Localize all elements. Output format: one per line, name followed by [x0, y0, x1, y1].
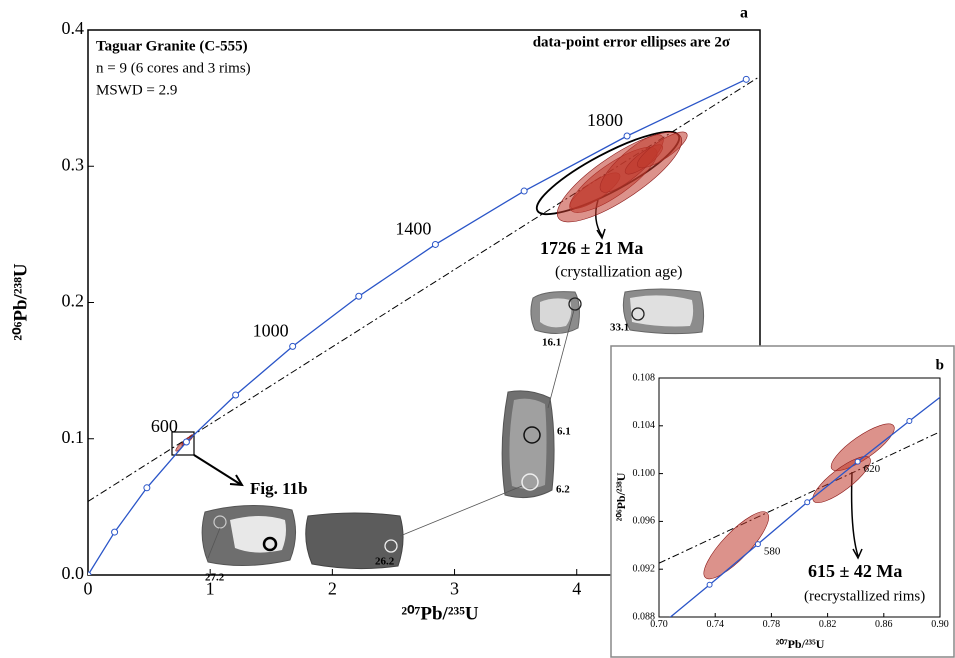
- x-tick-label: 0.74: [706, 619, 724, 630]
- panel-label: b: [936, 357, 944, 373]
- y-tick-label: 0.0: [62, 563, 85, 583]
- age-marker: [233, 392, 239, 398]
- age-marker: [144, 485, 150, 491]
- age-marker: [183, 439, 189, 445]
- grain-core: [540, 298, 571, 327]
- x-axis-label: ²⁰⁷Pb/²³⁵U: [776, 637, 825, 651]
- age-label: 1000: [253, 320, 289, 340]
- age-marker: [805, 500, 810, 505]
- figure-reference: Fig. 11b: [250, 479, 308, 498]
- y-tick-label: 0.1: [62, 427, 85, 447]
- sample-name: Taguar Granite (C-555): [96, 38, 248, 54]
- age-marker: [624, 133, 630, 139]
- y-tick-label: 0.100: [633, 468, 656, 479]
- panel-label: a: [740, 5, 748, 22]
- age-marker: [356, 293, 362, 299]
- error-ellipse: [546, 118, 693, 236]
- y-tick-label: 0.096: [633, 516, 656, 527]
- grain-label: 16.1: [542, 337, 561, 349]
- age-marker: [290, 343, 296, 349]
- grain-core: [509, 399, 546, 489]
- x-tick-label: 2: [328, 579, 337, 599]
- age-label: 580: [764, 546, 781, 558]
- grain-label: 6.2: [556, 484, 570, 496]
- grain-label: 26.2: [375, 556, 395, 568]
- x-tick-label: 0.82: [819, 619, 837, 630]
- grain-label: 33.1: [610, 322, 629, 334]
- x-tick-label: 1: [206, 579, 215, 599]
- x-tick-label: 0.90: [931, 619, 949, 630]
- x-axis-label: ²⁰⁷Pb/²³⁵U: [401, 603, 479, 624]
- age-marker: [707, 582, 712, 587]
- age-marker: [855, 459, 860, 464]
- n-note: n = 9 (6 cores and 3 rims): [96, 60, 251, 76]
- x-tick-label: 4: [572, 579, 581, 599]
- age-note: (recrystallized rims): [804, 588, 925, 604]
- y-tick-label: 0.2: [62, 291, 85, 311]
- x-tick-label: 0.86: [875, 619, 893, 630]
- age-marker: [907, 419, 912, 424]
- age-label: 1400: [395, 219, 431, 239]
- y-tick-label: 0.092: [633, 563, 656, 574]
- panel-b: b 615 ± 42 Ma (recrystallized rims) ²⁰⁷P…: [611, 346, 955, 657]
- mswd: MSWD = 2.9: [96, 82, 177, 98]
- age-marker: [743, 76, 749, 82]
- y-tick-label: 0.104: [633, 420, 656, 431]
- age-marker: [521, 188, 527, 194]
- inset-frame: [611, 346, 954, 657]
- connector: [400, 486, 522, 536]
- y-tick-label: 0.108: [633, 372, 656, 383]
- y-tick-label: 0.3: [62, 154, 85, 174]
- y-tick-label: 0.4: [62, 18, 85, 38]
- x-tick-label: 0: [84, 579, 93, 599]
- x-tick-label: 3: [450, 579, 459, 599]
- age-note: (crystallization age): [555, 264, 683, 281]
- age-label: 620: [864, 463, 881, 475]
- grain-core: [230, 516, 286, 553]
- age-marker: [85, 572, 91, 578]
- age-result: 615 ± 42 Ma: [808, 561, 902, 581]
- y-axis-label: ²⁰⁶Pb/²³⁸U: [614, 472, 628, 521]
- age-label: 1800: [587, 110, 623, 130]
- y-tick-label: 0.088: [633, 611, 656, 622]
- ellipse-note: data-point error ellipses are 2σ: [533, 34, 731, 50]
- age-marker: [432, 241, 438, 247]
- age-marker: [112, 529, 118, 535]
- x-tick-label: 0.78: [763, 619, 781, 630]
- age-marker: [755, 542, 760, 547]
- age-result: 1726 ± 21 Ma: [540, 238, 643, 258]
- arrow: [194, 455, 240, 484]
- y-axis-label: ²⁰⁶Pb/²³⁸U: [10, 263, 31, 341]
- grain-core: [630, 295, 693, 326]
- figure: Taguar Granite (C-555) n = 9 (6 cores an…: [0, 0, 955, 658]
- age-label: 600: [151, 416, 178, 436]
- grain-label: 6.1: [557, 426, 571, 438]
